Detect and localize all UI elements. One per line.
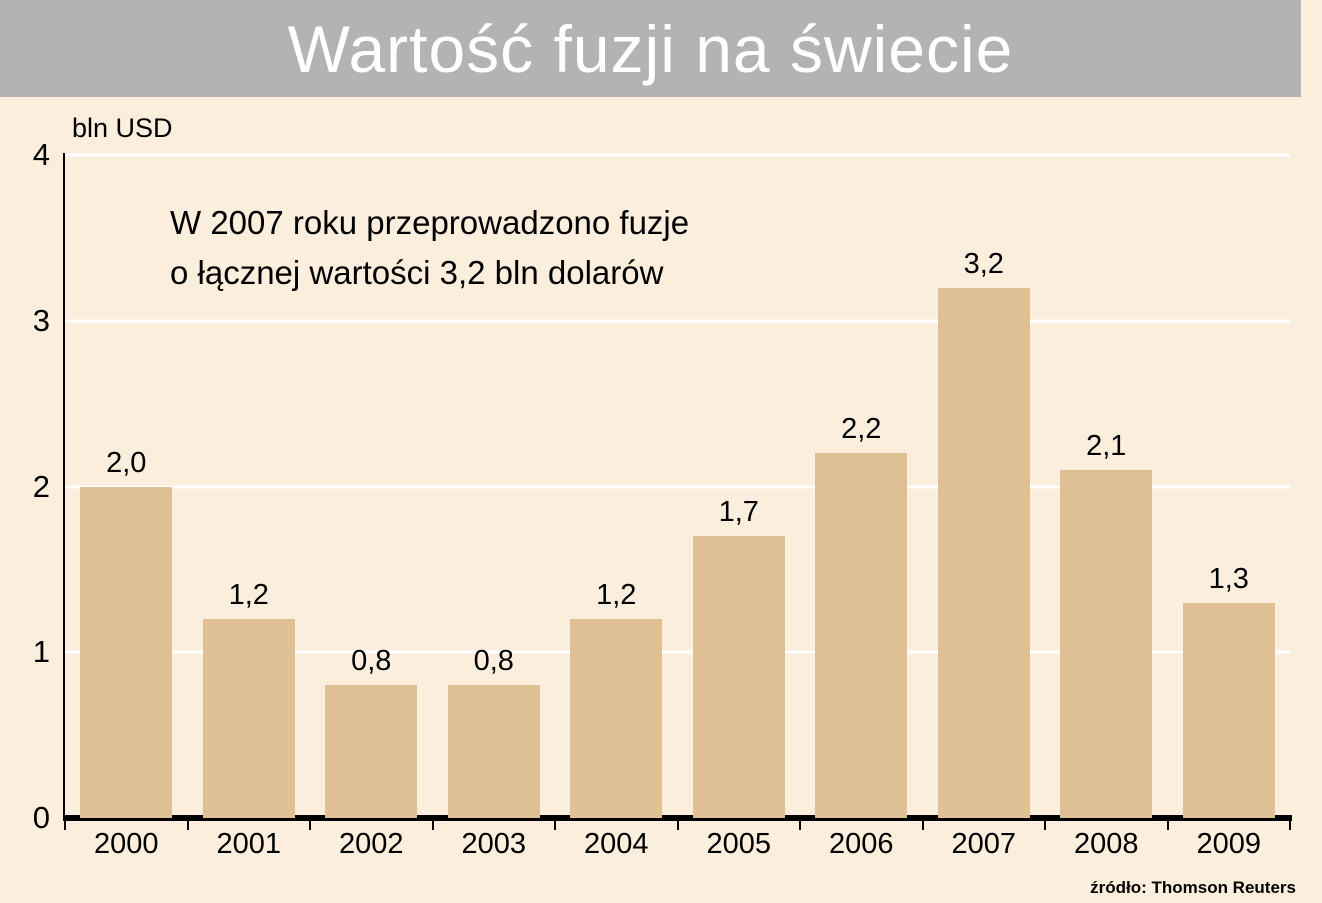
page-title: Wartość fuzji na świecie (287, 11, 1014, 86)
bar-2003 (447, 685, 540, 818)
x-label-2008: 2008 (1073, 828, 1139, 860)
bar-value-label: 0,8 (351, 645, 392, 678)
bar-2005 (692, 536, 785, 818)
x-axis-tick (1166, 821, 1169, 830)
bar-slot-2006: 2,2 (800, 155, 923, 818)
bar-slot-2008: 2,1 (1045, 155, 1168, 818)
bar-slot-2009: 1,3 (1168, 155, 1291, 818)
annotation-line-1: W 2007 roku przeprowadzono fuzje (170, 204, 690, 241)
y-axis-tick-labels: 0 1 2 3 4 (0, 137, 50, 835)
bar-2009 (1182, 602, 1275, 818)
bar-slot-2003: 0,8 (433, 155, 556, 818)
y-tick-label-3: 3 (32, 302, 50, 338)
bar-value-label: 3,2 (963, 247, 1004, 280)
x-axis-tick (64, 821, 66, 830)
bar-2008 (1060, 469, 1153, 818)
x-label-2007: 2007 (951, 828, 1016, 860)
x-label-2000: 2000 (93, 828, 159, 860)
x-label-2009: 2009 (1196, 828, 1261, 860)
bar-value-label: 1,3 (1208, 562, 1249, 595)
bar-value-label: 2,0 (106, 446, 147, 479)
y-tick-label-1: 1 (32, 634, 50, 670)
x-label-2001: 2001 (216, 828, 281, 860)
bar-2000 (80, 486, 173, 818)
bar-slot-2001: 1,2 (188, 155, 311, 818)
x-axis-tick (554, 821, 556, 830)
x-axis-tick (309, 821, 311, 830)
x-axis-tick (921, 821, 924, 830)
x-axis-tick (1289, 821, 1291, 830)
annotation-line-2: o łącznej wartości 3,2 bln dolarów (170, 253, 664, 291)
bar-slot-2007: 3,2 (923, 155, 1046, 818)
plot-area: 2,0 1,2 0,8 0,8 1,2 1,7 2,2 3,2 2,1 1,3 (65, 153, 1291, 818)
bar-value-label: 1,7 (718, 496, 759, 529)
y-tick-label-4: 4 (32, 137, 50, 172)
x-axis-tick (186, 821, 189, 830)
y-axis-unit-label: bln USD (72, 113, 173, 143)
bar-2002 (325, 685, 418, 818)
gridline-1 (65, 650, 1290, 654)
x-label-2004: 2004 (583, 828, 649, 860)
gridline-4 (65, 153, 1290, 157)
x-label-2006: 2006 (828, 828, 894, 860)
bar-2006 (815, 453, 908, 818)
bar-2007 (937, 287, 1030, 818)
x-axis-tick (1044, 821, 1046, 830)
bar-slot-2000: 2,0 (65, 155, 188, 818)
source-credit: źródło: Thomson Reuters (1090, 878, 1296, 897)
title-bar: Wartość fuzji na świecie (0, 0, 1301, 97)
y-tick-label-2: 2 (32, 468, 50, 504)
x-label-2005: 2005 (706, 828, 771, 860)
gridline-2 (65, 485, 1290, 488)
x-axis-line (63, 815, 1292, 821)
bar-value-label: 0,8 (473, 645, 514, 678)
bar-slot-2002: 0,8 (310, 155, 433, 818)
bar-2004 (570, 619, 663, 818)
bar-2001 (202, 619, 295, 818)
x-label-2002: 2002 (338, 828, 404, 860)
x-axis-labels: 2000 2001 2002 2003 2004 2005 2006 2007 2008 2009 (65, 828, 1290, 861)
bar-slot-2005: 1,7 (678, 155, 801, 818)
bar-value-label: 1,2 (228, 579, 269, 612)
chart-annotation: W 2007 roku przeprowadzono fuzje o łączn… (170, 198, 689, 297)
y-axis-line (63, 153, 65, 818)
x-axis-tick (431, 821, 434, 830)
x-axis-tick (799, 821, 801, 830)
gridline-3 (65, 319, 1290, 323)
bar-slot-2004: 1,2 (555, 155, 678, 818)
y-tick-label-0: 0 (32, 800, 50, 835)
bar-value-label: 1,2 (596, 579, 637, 612)
bar-value-label: 2,1 (1086, 429, 1127, 462)
bar-value-label: 2,2 (841, 413, 882, 446)
x-label-2003: 2003 (461, 828, 526, 860)
x-axis-tick (676, 821, 679, 830)
